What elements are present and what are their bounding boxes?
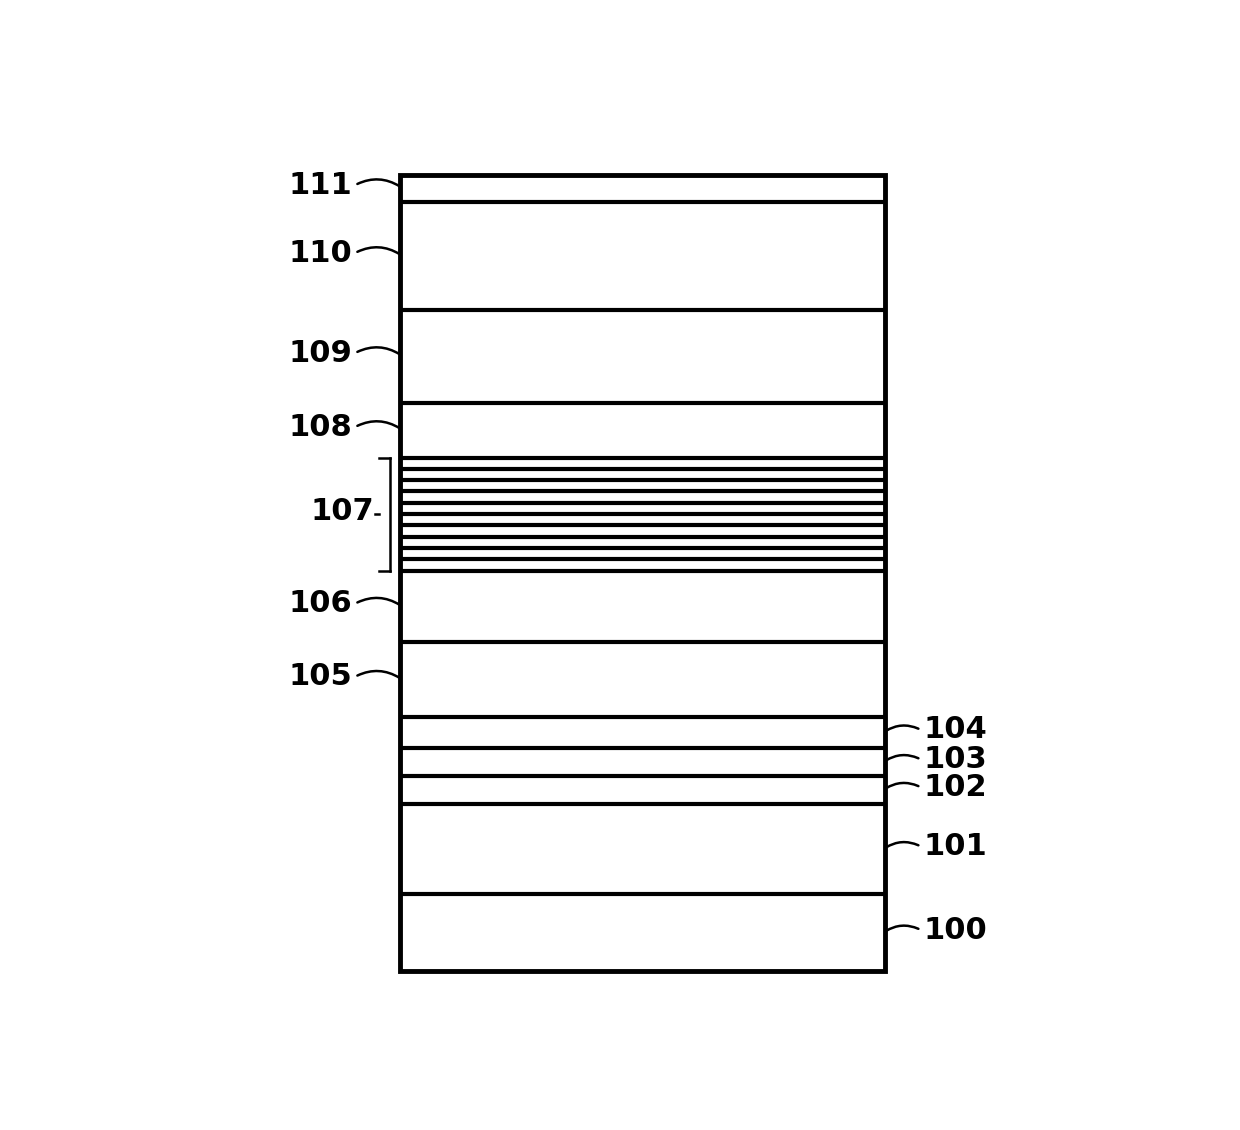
- Bar: [401, 175, 885, 971]
- Text: 105: 105: [288, 662, 352, 692]
- Text: 103: 103: [924, 745, 987, 774]
- Text: 100: 100: [924, 915, 987, 945]
- Text: 109: 109: [288, 339, 352, 367]
- Text: 106: 106: [288, 589, 352, 618]
- Text: 101: 101: [924, 832, 987, 861]
- Text: 111: 111: [288, 171, 352, 200]
- Text: 104: 104: [924, 715, 987, 745]
- Text: 108: 108: [288, 412, 352, 442]
- Text: 110: 110: [288, 238, 352, 268]
- Text: 107: 107: [310, 497, 374, 525]
- Text: 102: 102: [924, 773, 987, 802]
